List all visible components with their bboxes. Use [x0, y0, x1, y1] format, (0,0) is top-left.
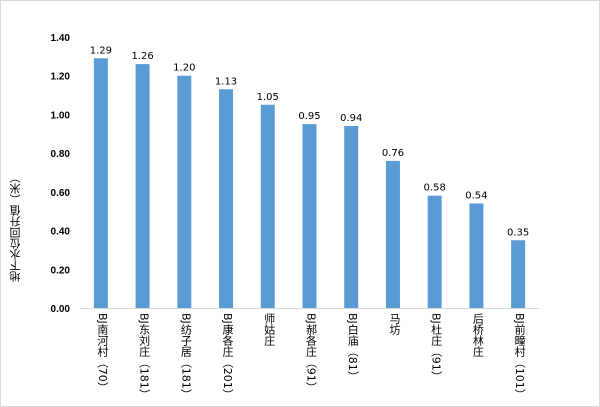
bar — [385, 160, 400, 308]
x-tick-label: BJ杜庄（91） — [429, 313, 443, 382]
y-tick-label: 1.40 — [51, 33, 71, 44]
x-tick-label: BJ康各庄（201） — [221, 313, 235, 400]
x-tick-label: 师姑庄 — [262, 313, 276, 346]
y-axis-label: 地下水位回升值（米） — [9, 172, 22, 282]
data-label: 1.20 — [173, 63, 195, 74]
x-tick-label: BJ白庙（81） — [346, 313, 360, 382]
x-tick-label: BJ南河村（70） — [95, 313, 109, 393]
bar — [302, 124, 317, 308]
y-tick-label: 1.00 — [51, 110, 71, 121]
bar — [344, 126, 359, 309]
x-tick-label: 马坊 — [387, 313, 401, 335]
y-tick-label: 0.20 — [51, 265, 71, 276]
y-tick-label: 0.40 — [51, 227, 71, 238]
x-tick-label: 后桥林庄 — [471, 313, 485, 357]
x-tick-label: BJ前疃村（101） — [513, 313, 527, 400]
x-tick-label: BJ东刘庄（181） — [137, 313, 151, 400]
bar — [177, 75, 192, 308]
bar — [93, 58, 108, 308]
data-label: 1.13 — [215, 76, 237, 87]
bar — [511, 240, 526, 308]
data-label: 1.29 — [90, 45, 112, 56]
data-label: 0.76 — [382, 148, 404, 159]
y-tick-label: 0.60 — [51, 188, 71, 199]
x-tick-label: BJ纺子居（181） — [179, 313, 193, 400]
bar — [135, 64, 150, 308]
x-tick-label: BJ郝各庄（91） — [304, 313, 318, 393]
data-label: 0.54 — [465, 190, 487, 201]
y-tick-label: 0.80 — [51, 149, 71, 160]
bar — [219, 89, 234, 308]
bar — [260, 104, 275, 308]
data-label: 0.95 — [298, 111, 320, 122]
data-label: 1.26 — [131, 51, 153, 62]
data-label: 1.05 — [257, 92, 279, 103]
y-tick-label: 1.20 — [51, 72, 71, 83]
data-label: 0.35 — [507, 227, 529, 238]
y-tick-label: 0.00 — [51, 304, 71, 315]
bar — [427, 195, 442, 308]
data-label: 0.94 — [340, 113, 362, 124]
data-label: 0.58 — [424, 183, 446, 194]
bar — [469, 203, 484, 308]
